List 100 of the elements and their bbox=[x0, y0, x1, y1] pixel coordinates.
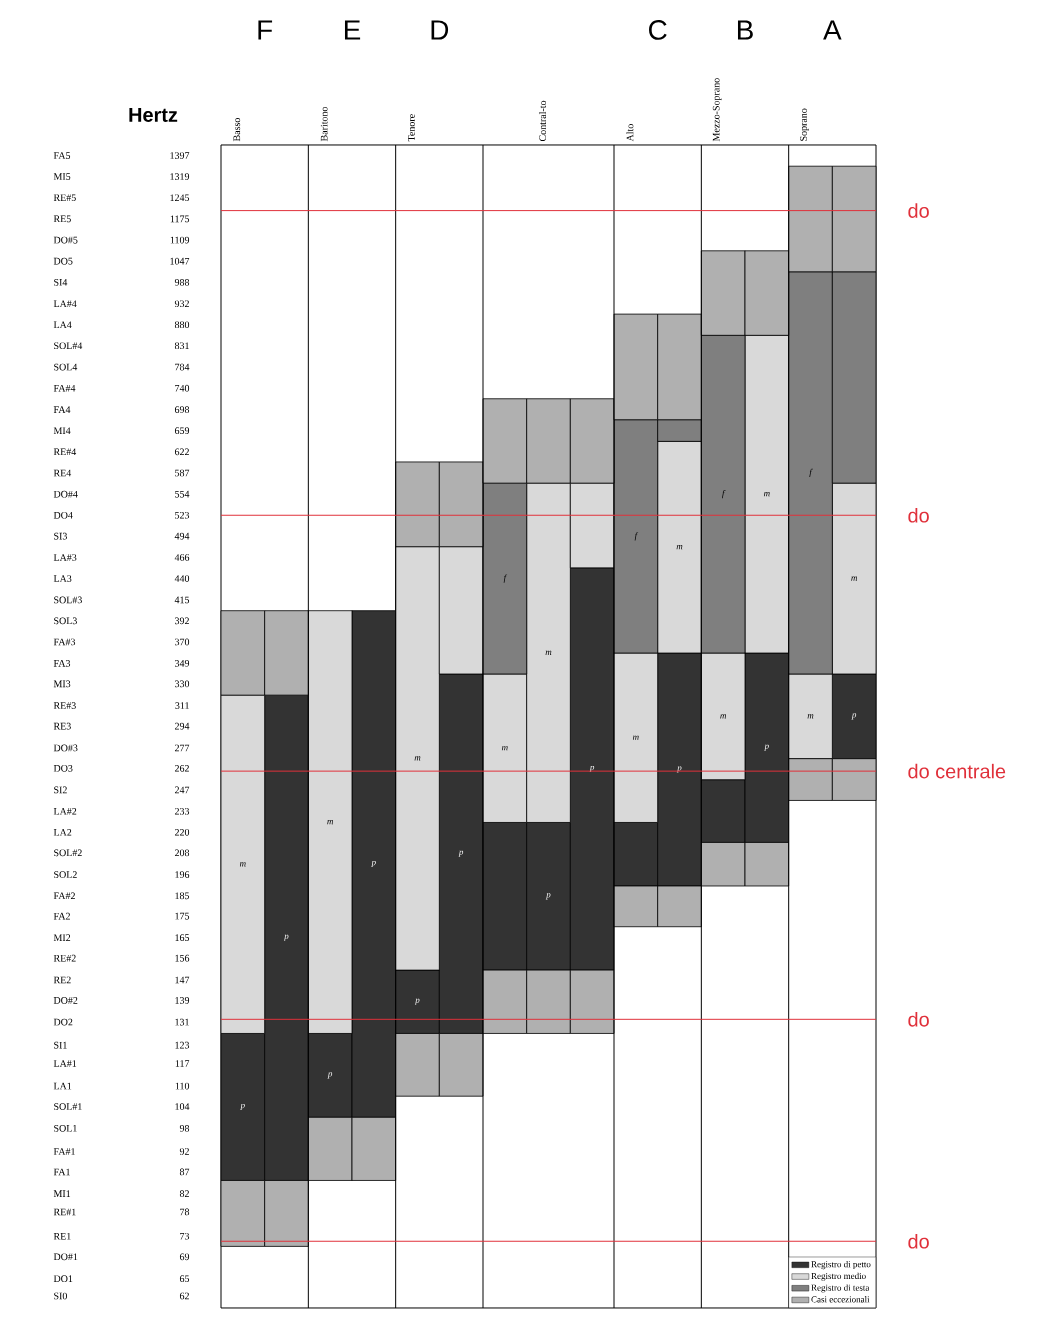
y-tick-label: 784 bbox=[175, 363, 190, 371]
y-tick-label: 62 bbox=[179, 1292, 189, 1300]
y-tick-label: 698 bbox=[174, 406, 190, 413]
x-tick-label: Mezzo-Soprano bbox=[712, 78, 722, 142]
x-tick-label: Baritono bbox=[320, 106, 328, 142]
text: SOL#3 bbox=[54, 596, 82, 604]
y-tick-label: 92 bbox=[179, 1148, 189, 1155]
text: LA#1 bbox=[53, 1060, 77, 1067]
data-label: p bbox=[589, 765, 595, 773]
text: SI1 bbox=[54, 1041, 67, 1049]
text: FA4 bbox=[53, 406, 71, 413]
y-tick-label: 1245 bbox=[170, 194, 190, 202]
text: RE4 bbox=[53, 469, 72, 477]
text: DO#5 bbox=[53, 236, 78, 244]
y-tick-label: 932 bbox=[174, 300, 189, 308]
y-tick-label: 65 bbox=[179, 1275, 190, 1283]
y-tick-label: 880 bbox=[174, 321, 190, 329]
y-tick-label: 82 bbox=[179, 1190, 189, 1197]
text: FA#2 bbox=[53, 892, 75, 900]
ref-line-label: do bbox=[908, 203, 929, 218]
legend-label: Registro medio bbox=[811, 1272, 866, 1281]
y-tick-label: 247 bbox=[174, 786, 190, 794]
data-label: m bbox=[327, 819, 334, 825]
text: F bbox=[258, 20, 273, 40]
text: RE2 bbox=[53, 976, 71, 984]
text: RE#3 bbox=[53, 702, 76, 709]
x-tick-label: Basso bbox=[233, 118, 241, 142]
y-tick-label: 311 bbox=[175, 702, 189, 709]
y-tick-label: 139 bbox=[175, 997, 190, 1004]
data-label: m bbox=[676, 545, 683, 550]
text: LA#3 bbox=[53, 554, 77, 561]
text: RE#1 bbox=[53, 1208, 76, 1216]
text: C bbox=[649, 20, 667, 40]
text: MI2 bbox=[53, 934, 71, 941]
x-tick-label: Tenore bbox=[408, 114, 415, 142]
y-tick-label: 98 bbox=[179, 1125, 190, 1132]
text: DO1 bbox=[53, 1275, 73, 1283]
text: SOL3 bbox=[54, 617, 77, 625]
y-tick-label: 185 bbox=[175, 892, 190, 900]
y-tick-label: 69 bbox=[179, 1253, 190, 1261]
ref-line-label: do bbox=[908, 507, 929, 523]
y-tick-label: 1175 bbox=[170, 215, 190, 223]
data-label: m bbox=[720, 714, 727, 719]
y-tick-label: 294 bbox=[174, 722, 190, 730]
y-tick-label: 1109 bbox=[170, 236, 190, 244]
y-tick-label: 196 bbox=[175, 871, 190, 878]
y-tick-label: 330 bbox=[175, 680, 190, 688]
y-tick-label: 554 bbox=[175, 490, 190, 498]
data-label: p bbox=[414, 998, 420, 1005]
text: DO#2 bbox=[53, 997, 78, 1004]
y-tick-label: 78 bbox=[180, 1208, 190, 1216]
data-label: m bbox=[414, 756, 421, 761]
y-axis-title: Hertz bbox=[129, 108, 178, 122]
y-tick-label: 110 bbox=[175, 1082, 190, 1090]
data-label: m bbox=[632, 735, 639, 740]
data-label: f bbox=[634, 532, 639, 541]
text: SOL1 bbox=[54, 1125, 77, 1132]
y-tick-label: 659 bbox=[174, 427, 190, 434]
text: RE#5 bbox=[53, 194, 76, 202]
y-tick-label: 587 bbox=[175, 469, 190, 477]
y-tick-label: 831 bbox=[174, 342, 189, 350]
y-tick-label: 220 bbox=[174, 828, 190, 836]
y-tick-label: 415 bbox=[174, 596, 190, 604]
text: LA#2 bbox=[53, 807, 77, 815]
text: SOL#1 bbox=[54, 1103, 82, 1110]
text: SI2 bbox=[54, 786, 67, 794]
text: MI4 bbox=[53, 427, 71, 434]
text: LA2 bbox=[53, 829, 72, 836]
text: DO#1 bbox=[53, 1253, 78, 1261]
text: RE#2 bbox=[53, 954, 76, 962]
text: DO2 bbox=[53, 1018, 73, 1026]
y-tick-label: 87 bbox=[179, 1168, 190, 1176]
y-tick-label: 740 bbox=[175, 384, 190, 392]
y-tick-label: 131 bbox=[175, 1018, 189, 1026]
data-label: p bbox=[764, 744, 769, 751]
text: FA5 bbox=[53, 152, 71, 159]
y-tick-label: 73 bbox=[180, 1232, 190, 1240]
data-label: f bbox=[809, 468, 813, 478]
y-tick-label: 392 bbox=[175, 617, 189, 625]
data-label: m bbox=[851, 576, 858, 581]
y-tick-label: 1047 bbox=[170, 257, 190, 265]
y-tick-label: 440 bbox=[174, 575, 190, 582]
x-tick-label: Soprano bbox=[800, 108, 809, 141]
data-label: m bbox=[239, 862, 246, 867]
data-label: p bbox=[458, 850, 464, 857]
text: FA2 bbox=[53, 912, 70, 920]
legend-label: Registro di petto bbox=[811, 1260, 871, 1270]
text: LA4 bbox=[53, 321, 72, 329]
legend-label: Casi eccezionali bbox=[811, 1296, 870, 1303]
y-tick-label: 117 bbox=[175, 1060, 190, 1067]
text: FA#4 bbox=[53, 384, 76, 392]
text: LA#4 bbox=[53, 300, 77, 308]
y-tick-label: 233 bbox=[174, 807, 190, 815]
y-tick-label: 147 bbox=[175, 976, 190, 984]
y-tick-label: 262 bbox=[174, 764, 189, 772]
data-label: p bbox=[240, 1103, 245, 1111]
data-label: m bbox=[501, 746, 508, 751]
x-tick-label: Contral-to bbox=[538, 100, 547, 142]
data-label: m bbox=[763, 492, 770, 497]
text: DO3 bbox=[53, 764, 73, 772]
